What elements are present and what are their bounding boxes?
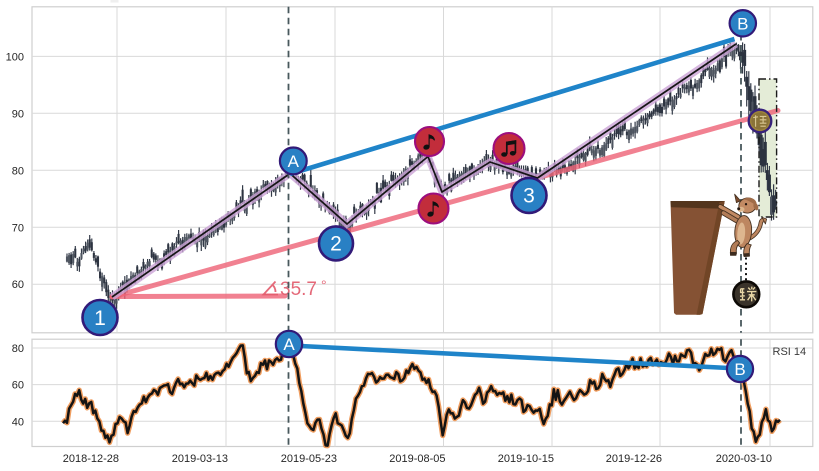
svg-text:100: 100 (6, 51, 24, 63)
svg-text:A: A (283, 335, 295, 354)
svg-text:35.7: 35.7 (280, 279, 317, 300)
svg-text:2019-08-05: 2019-08-05 (389, 453, 445, 465)
svg-text:70: 70 (12, 222, 24, 234)
svg-text:RSI 14: RSI 14 (773, 346, 807, 358)
svg-text:A: A (288, 152, 300, 171)
svg-text:°: ° (321, 277, 327, 293)
svg-text:3: 3 (523, 185, 535, 208)
svg-text:60: 60 (12, 279, 24, 291)
svg-text:2020-03-10: 2020-03-10 (716, 453, 772, 465)
svg-text:2019-03-13: 2019-03-13 (172, 453, 228, 465)
svg-text:40: 40 (12, 416, 24, 428)
svg-text:2019-12-26: 2019-12-26 (606, 453, 662, 465)
svg-text:B: B (737, 14, 748, 33)
svg-text:2018-12-28: 2018-12-28 (63, 453, 119, 465)
svg-text:B: B (734, 360, 745, 379)
svg-text:90: 90 (12, 108, 24, 120)
svg-text:2: 2 (330, 233, 342, 256)
svg-text:80: 80 (12, 343, 24, 355)
svg-text:2019-10-15: 2019-10-15 (498, 453, 554, 465)
svg-text:2019-05-23: 2019-05-23 (281, 453, 337, 465)
svg-text:1: 1 (94, 307, 106, 330)
svg-text:60: 60 (12, 380, 24, 392)
svg-text:80: 80 (12, 165, 24, 177)
